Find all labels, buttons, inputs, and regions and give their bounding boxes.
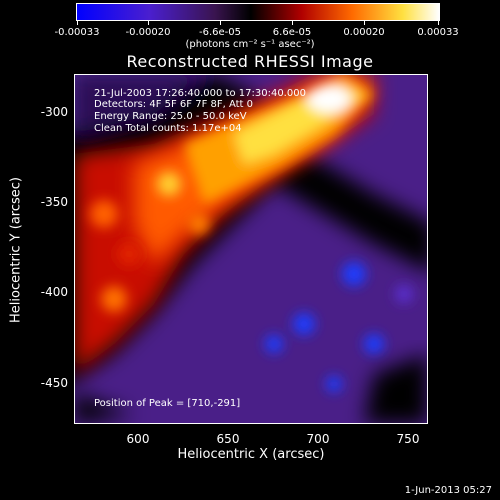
detectors-text: Detectors: 4F 5F 6F 7F 8F, Att 0 bbox=[94, 99, 254, 110]
plot-frame bbox=[74, 74, 428, 424]
colorbar-units: (photons cm⁻² s⁻¹ asec⁻²) bbox=[185, 39, 315, 50]
footer-timestamp: 1-Jun-2013 05:27 bbox=[404, 485, 492, 496]
y-tick-label: -450 bbox=[40, 376, 68, 390]
image-title: Reconstructed RHESSI Image bbox=[126, 52, 374, 71]
energy-range-text: Energy Range: 25.0 - 50.0 keV bbox=[94, 111, 247, 122]
x-tick-label: 700 bbox=[306, 432, 330, 446]
x-tick-label: 750 bbox=[396, 432, 420, 446]
counts-text: Clean Total counts: 1.17e+04 bbox=[94, 123, 242, 134]
rhessi-image bbox=[74, 74, 428, 424]
peak-position-text: Position of Peak = [710,-291] bbox=[94, 398, 241, 409]
time-range-text: 21-Jul-2003 17:26:40.000 to 17:30:40.000 bbox=[94, 88, 306, 99]
x-axis-label: Heliocentric X (arcsec) bbox=[177, 447, 325, 462]
colorbar-tick-label: 6.6e-05 bbox=[272, 27, 312, 38]
y-tick-label: -350 bbox=[40, 195, 68, 209]
colorbar-tick bbox=[292, 21, 293, 25]
y-tick-label: -400 bbox=[40, 285, 68, 299]
colorbar-tick bbox=[220, 21, 221, 25]
y-axis-label: Heliocentric Y (arcsec) bbox=[8, 177, 24, 323]
x-tick-label: 600 bbox=[126, 432, 150, 446]
colorbar-tick bbox=[148, 21, 149, 25]
y-tick-label: -300 bbox=[40, 105, 68, 119]
colorbar-tick bbox=[438, 21, 439, 25]
colorbar-tick-label: 0.00020 bbox=[343, 27, 385, 38]
colorbar-tick bbox=[77, 21, 78, 25]
colorbar-tick-label: -0.00033 bbox=[54, 27, 100, 38]
x-tick-label: 650 bbox=[216, 432, 240, 446]
colorbar-tick-label: 0.00033 bbox=[417, 27, 459, 38]
colorbar-tick bbox=[364, 21, 365, 25]
colorbar bbox=[76, 3, 440, 21]
colorbar-tick-label: -6.6e-05 bbox=[199, 27, 241, 38]
colorbar-tick-label: -0.00020 bbox=[125, 27, 171, 38]
